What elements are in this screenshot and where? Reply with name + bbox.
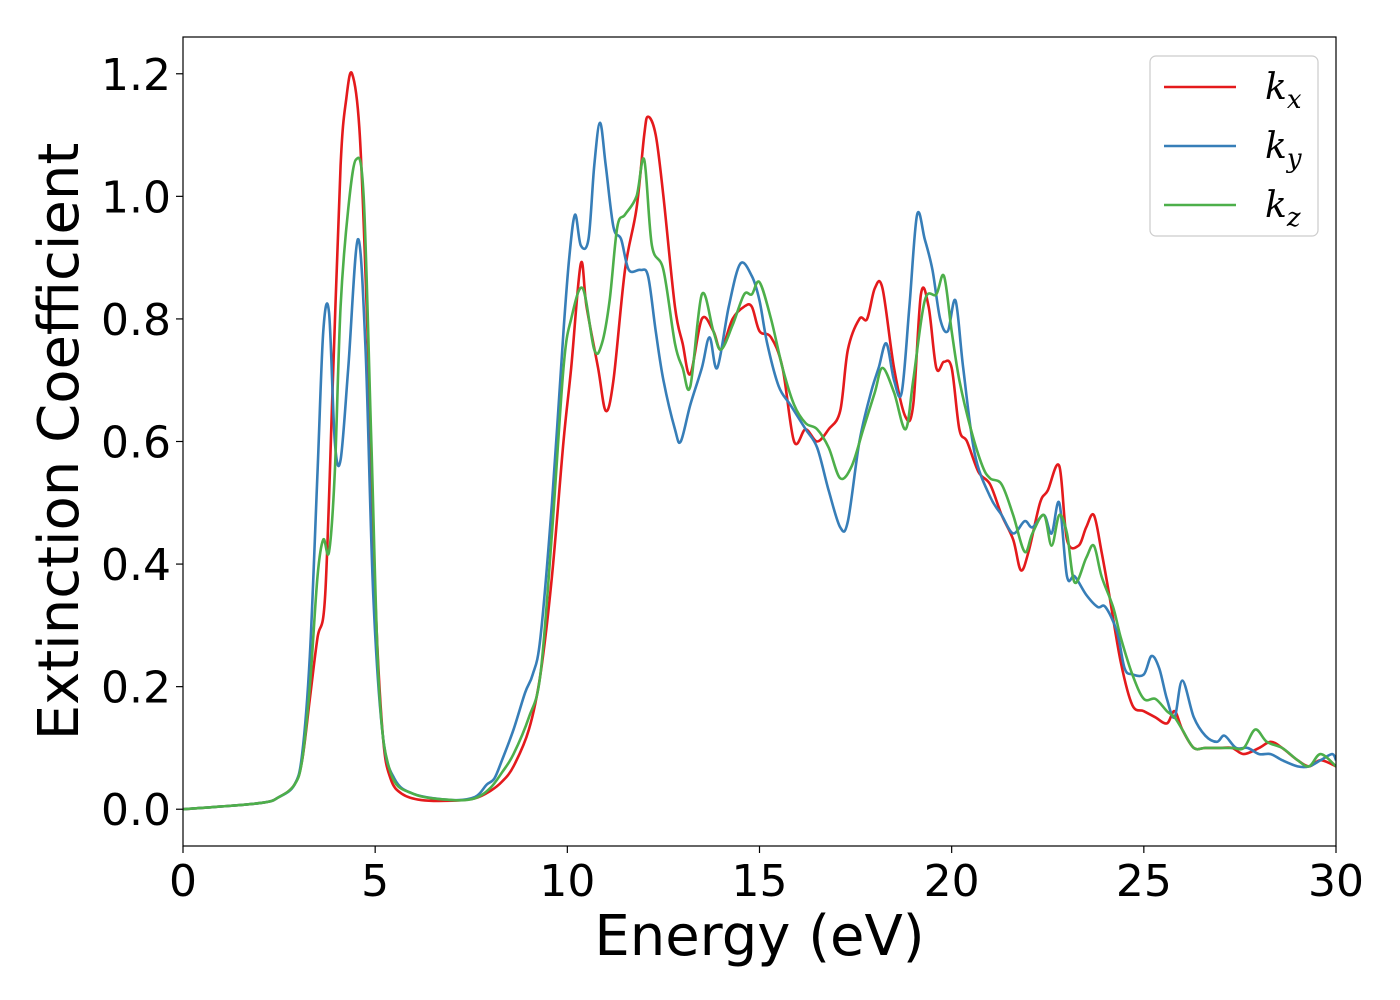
x-axis: 0 5 10 15 20 25 30 bbox=[169, 846, 1364, 907]
y-tick-label: 0.0 bbox=[101, 785, 171, 836]
y-axis-title: Extinction Coefficient bbox=[27, 143, 92, 741]
y-axis: 0.0 0.2 0.4 0.6 0.8 1.0 1.2 bbox=[101, 50, 183, 836]
x-tick-label: 10 bbox=[539, 856, 595, 907]
x-tick-label: 20 bbox=[924, 856, 980, 907]
x-tick-label: 30 bbox=[1308, 856, 1364, 907]
y-tick-label: 0.4 bbox=[101, 540, 171, 591]
y-tick-label: 0.8 bbox=[101, 295, 171, 346]
x-tick-label: 15 bbox=[732, 856, 788, 907]
x-tick-label: 5 bbox=[361, 856, 389, 907]
series-layer bbox=[183, 71, 1336, 811]
x-axis-title: Energy (eV) bbox=[594, 904, 924, 969]
x-tick-label: 0 bbox=[169, 856, 197, 907]
series-line-kz bbox=[183, 156, 1336, 811]
y-tick-label: 1.2 bbox=[101, 50, 171, 101]
y-tick-label: 1.0 bbox=[101, 172, 171, 223]
y-tick-label: 0.2 bbox=[101, 663, 171, 714]
x-tick-label: 25 bbox=[1116, 856, 1172, 907]
y-tick-label: 0.6 bbox=[101, 418, 171, 469]
legend-label-kz: kz bbox=[1265, 185, 1301, 233]
